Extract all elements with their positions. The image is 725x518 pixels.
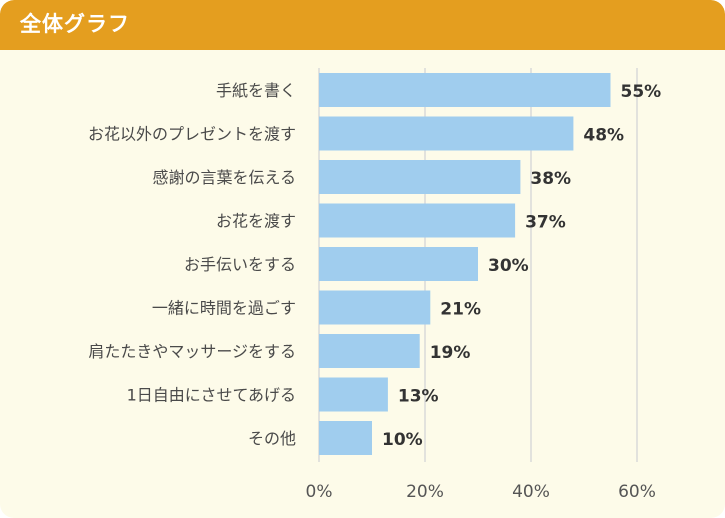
category-label: 1日自由にさせてあげる: [127, 386, 296, 405]
bar: [319, 290, 431, 325]
value-label: 37%: [525, 213, 566, 233]
value-label: 13%: [398, 387, 439, 407]
bar: [319, 421, 372, 455]
category-label: お花以外のプレゼントを渡す: [88, 125, 296, 144]
value-label: 21%: [440, 300, 481, 320]
category-label: 手紙を書く: [216, 81, 296, 100]
x-tick-label: 20%: [406, 482, 444, 502]
chart-title: 全体グラフ: [20, 12, 130, 36]
category-label: 肩たたきやマッサージをする: [88, 342, 296, 361]
x-tick-label: 0%: [306, 482, 333, 502]
category-label: お花を渡す: [216, 212, 296, 231]
category-label: 一緒に時間を過ごす: [152, 299, 296, 318]
value-label: 55%: [621, 82, 662, 102]
x-tick-label: 40%: [512, 482, 550, 502]
bar: [319, 116, 574, 151]
category-label: お手伝いをする: [184, 255, 296, 274]
value-label: 19%: [430, 343, 471, 363]
value-label: 48%: [583, 126, 624, 146]
bar: [319, 334, 420, 368]
value-label: 30%: [488, 256, 529, 276]
bar: [319, 377, 388, 412]
value-label: 38%: [530, 169, 571, 189]
value-label: 10%: [382, 430, 423, 450]
bar: [319, 203, 516, 238]
category-label: 感謝の言葉を伝える: [152, 168, 296, 187]
bar: [319, 247, 478, 281]
bar: [319, 160, 521, 194]
bar: [319, 73, 611, 107]
category-label: その他: [248, 429, 296, 448]
chart-header: 全体グラフ: [0, 0, 725, 50]
x-tick-label: 60%: [618, 482, 656, 502]
